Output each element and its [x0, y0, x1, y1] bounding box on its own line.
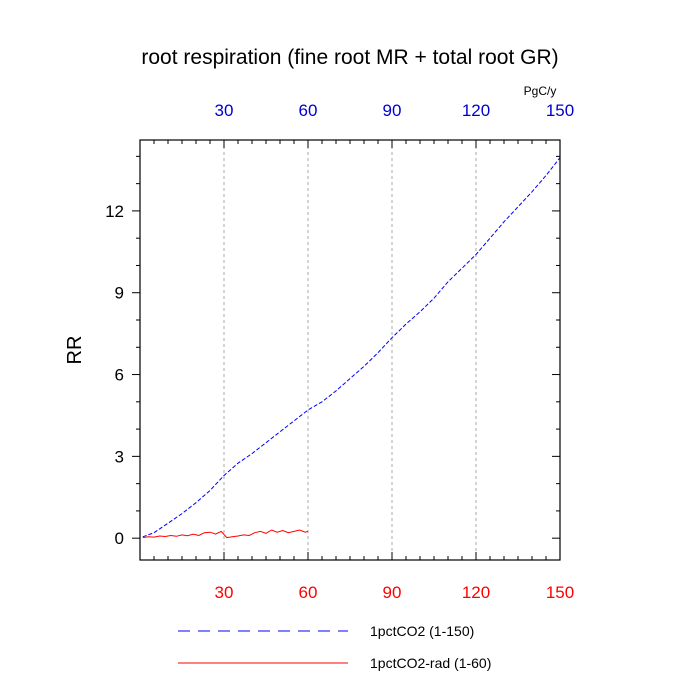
y-tick-label: 0	[115, 529, 124, 548]
x-bottom-tick-label: 90	[383, 583, 402, 602]
chart-title: root respiration (fine root MR + total r…	[141, 46, 558, 69]
y-axis-label: RR	[64, 336, 86, 365]
x-bottom-tick-label: 30	[215, 583, 234, 602]
x-bottom-tick-label: 150	[546, 583, 574, 602]
x-top-tick-label: 60	[299, 101, 318, 120]
y-tick-label: 3	[115, 447, 124, 466]
y-tick-label: 6	[115, 366, 124, 385]
x-top-tick-label: 150	[546, 101, 574, 120]
grid-lines	[223, 140, 477, 560]
axes: 30 60 90 120 150 30 60 90 120 150 0 3 6 9 12	[105, 101, 574, 602]
x-top-tick-label: 30	[215, 101, 234, 120]
x-top-tick-label: 120	[462, 101, 490, 120]
series-line-2	[142, 529, 309, 539]
x-top-tick-label: 90	[383, 101, 402, 120]
series-line-1	[142, 157, 561, 538]
legend: 1pctCO2 (1-150) 1pctCO2-rad (1-60)	[178, 623, 491, 671]
legend-label-1: 1pctCO2 (1-150)	[370, 623, 474, 639]
legend-label-2: 1pctCO2-rad (1-60)	[370, 655, 491, 671]
top-axis-unit-label: PgC/y	[524, 84, 557, 98]
x-bottom-tick-label: 60	[299, 583, 318, 602]
series-layer	[142, 157, 561, 539]
x-bottom-tick-label: 120	[462, 583, 490, 602]
y-tick-label: 12	[105, 202, 124, 221]
y-tick-label: 9	[115, 284, 124, 303]
